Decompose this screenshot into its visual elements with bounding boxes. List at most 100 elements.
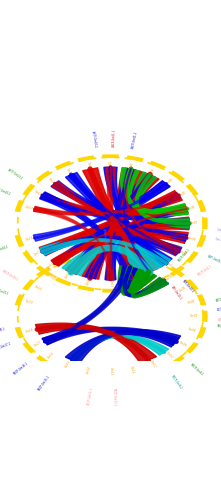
Text: Gm11: Gm11 <box>149 360 156 369</box>
Text: Gm07: Gm07 <box>190 222 199 226</box>
Polygon shape <box>149 366 166 375</box>
Text: Gm18: Gm18 <box>25 236 34 242</box>
Text: MDCP-Gm5-1: MDCP-Gm5-1 <box>197 264 213 276</box>
Text: MDCP-Gm9-1: MDCP-Gm9-1 <box>189 363 204 377</box>
Text: Gm11: Gm11 <box>149 270 156 280</box>
Polygon shape <box>117 168 139 279</box>
Text: Gm19: Gm19 <box>25 205 34 211</box>
Text: pVCF-Gm21-1: pVCF-Gm21-1 <box>7 168 24 181</box>
Text: Gm22: Gm22 <box>65 167 72 176</box>
Text: Gm17: Gm17 <box>33 250 42 257</box>
Text: NDCP-Gm15-1: NDCP-Gm15-1 <box>37 374 51 391</box>
Polygon shape <box>40 236 182 256</box>
Polygon shape <box>35 323 156 363</box>
Polygon shape <box>186 342 199 353</box>
Text: Gm23: Gm23 <box>86 162 92 170</box>
Text: NDCP-Gm7-1: NDCP-Gm7-1 <box>216 324 221 330</box>
Polygon shape <box>83 168 158 276</box>
Text: Gm05: Gm05 <box>179 285 188 292</box>
Polygon shape <box>149 258 166 266</box>
Text: Gm03: Gm03 <box>149 264 156 273</box>
Text: DWP-Gm09-1: DWP-Gm09-1 <box>207 254 221 264</box>
Polygon shape <box>82 171 159 279</box>
Polygon shape <box>126 285 144 292</box>
Text: Gm03: Gm03 <box>149 167 156 176</box>
Polygon shape <box>40 192 188 241</box>
Polygon shape <box>68 334 169 362</box>
Polygon shape <box>133 172 189 228</box>
Polygon shape <box>51 231 188 266</box>
Polygon shape <box>77 156 95 162</box>
Text: NDCP-Gm16-1: NDCP-Gm16-1 <box>13 361 30 376</box>
Polygon shape <box>39 190 182 256</box>
Polygon shape <box>202 310 208 322</box>
Polygon shape <box>102 252 119 256</box>
Polygon shape <box>22 279 35 290</box>
Text: Gm02: Gm02 <box>129 162 135 170</box>
Polygon shape <box>52 181 170 266</box>
Text: Gm12: Gm12 <box>129 276 135 285</box>
Polygon shape <box>104 168 170 266</box>
Text: Gm 01: Gm 01 <box>215 238 221 243</box>
Polygon shape <box>15 235 24 247</box>
Polygon shape <box>22 342 35 353</box>
Polygon shape <box>15 327 24 338</box>
Text: Gm07: Gm07 <box>190 314 199 318</box>
Polygon shape <box>65 172 172 268</box>
Text: Gm15: Gm15 <box>65 270 72 280</box>
Text: Gm21: Gm21 <box>47 273 55 281</box>
Text: pVCF-Gm20-1: pVCF-Gm20-1 <box>0 186 12 197</box>
Polygon shape <box>202 218 208 230</box>
Text: pVCF-Gm18-1: pVCF-Gm18-1 <box>0 245 9 254</box>
Text: Gm15: Gm15 <box>65 360 72 368</box>
Polygon shape <box>55 161 72 170</box>
Text: Gm06: Gm06 <box>187 205 196 211</box>
Text: Gm01: Gm01 <box>109 160 112 168</box>
Polygon shape <box>68 174 181 254</box>
Text: vWCF-Gm01-2: vWCF-Gm01-2 <box>131 131 139 150</box>
Text: SDCP-Gm13-1: SDCP-Gm13-1 <box>87 386 94 405</box>
Polygon shape <box>102 288 119 292</box>
Polygon shape <box>106 167 115 280</box>
Polygon shape <box>52 182 181 255</box>
Text: Gm14: Gm14 <box>86 365 92 374</box>
Polygon shape <box>126 374 144 380</box>
Polygon shape <box>197 200 206 212</box>
Text: NDF-Gm10-1: NDF-Gm10-1 <box>181 279 194 293</box>
Polygon shape <box>36 170 51 181</box>
Text: Gm08: Gm08 <box>187 328 196 334</box>
Polygon shape <box>122 168 153 274</box>
Polygon shape <box>197 327 206 338</box>
Text: VDCP-Gm6-1: VDCP-Gm6-1 <box>217 306 221 312</box>
Polygon shape <box>197 294 206 306</box>
Polygon shape <box>77 285 95 292</box>
Polygon shape <box>36 266 51 277</box>
Polygon shape <box>121 168 188 216</box>
Text: Gm17: Gm17 <box>33 340 42 348</box>
Polygon shape <box>22 184 35 196</box>
Text: Gm20: Gm20 <box>33 190 42 198</box>
Polygon shape <box>126 252 144 259</box>
Polygon shape <box>85 204 188 279</box>
Polygon shape <box>170 356 185 366</box>
Text: Gm05: Gm05 <box>179 190 188 198</box>
Polygon shape <box>33 181 170 241</box>
Polygon shape <box>36 266 51 276</box>
Polygon shape <box>42 328 179 345</box>
Polygon shape <box>186 251 199 263</box>
Text: WCF-Gm20-1: WCF-Gm20-1 <box>0 287 9 296</box>
Text: WDCP-Gm6-1: WDCP-Gm6-1 <box>215 296 221 304</box>
Text: Gm23: Gm23 <box>86 258 92 268</box>
Polygon shape <box>40 192 137 279</box>
Text: WDF-Gm18-1: WDF-Gm18-1 <box>0 327 5 334</box>
Text: Gm16: Gm16 <box>47 262 55 270</box>
Text: Gm06: Gm06 <box>187 299 196 305</box>
Text: Gm18: Gm18 <box>25 328 34 334</box>
Text: NDCP-Gm13-1: NDCP-Gm13-1 <box>112 388 117 406</box>
Polygon shape <box>102 154 119 158</box>
Polygon shape <box>105 168 136 280</box>
Polygon shape <box>65 217 189 274</box>
Text: Gm22: Gm22 <box>65 264 72 273</box>
Polygon shape <box>52 206 187 265</box>
Text: pVCF-Gm01-1: pVCF-Gm01-1 <box>91 130 97 148</box>
